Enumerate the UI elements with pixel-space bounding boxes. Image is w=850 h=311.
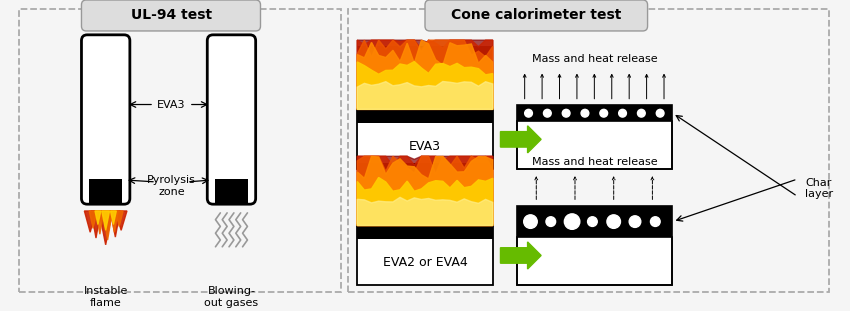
Polygon shape: [95, 211, 101, 225]
Bar: [517, 105, 672, 121]
Circle shape: [607, 215, 620, 228]
FancyBboxPatch shape: [82, 35, 130, 204]
Bar: [517, 206, 672, 285]
Text: Char
layer: Char layer: [805, 178, 833, 199]
Circle shape: [619, 109, 626, 117]
Circle shape: [629, 216, 641, 227]
Text: Blowing-
out gases: Blowing- out gases: [204, 286, 258, 308]
Circle shape: [581, 109, 589, 117]
Polygon shape: [357, 156, 493, 225]
Text: Mass and heat release: Mass and heat release: [531, 157, 657, 167]
Bar: [517, 105, 672, 169]
Circle shape: [650, 217, 660, 226]
Polygon shape: [102, 211, 110, 230]
Polygon shape: [99, 211, 112, 245]
Bar: [517, 121, 672, 169]
Polygon shape: [357, 40, 493, 109]
Polygon shape: [357, 81, 493, 109]
Bar: [357, 163, 493, 225]
Bar: [357, 225, 493, 285]
Text: UL-94 test: UL-94 test: [131, 8, 212, 22]
Circle shape: [546, 217, 556, 226]
Bar: [357, 225, 493, 239]
Text: Cone calorimeter test: Cone calorimeter test: [451, 8, 621, 22]
Polygon shape: [357, 62, 493, 109]
Polygon shape: [357, 40, 493, 109]
Circle shape: [600, 109, 608, 117]
Text: Mass and heat release: Mass and heat release: [531, 54, 657, 64]
FancyBboxPatch shape: [425, 0, 648, 31]
Polygon shape: [110, 211, 120, 237]
Polygon shape: [357, 40, 493, 109]
Circle shape: [564, 214, 580, 229]
FancyBboxPatch shape: [82, 0, 260, 31]
Polygon shape: [103, 211, 112, 240]
Circle shape: [587, 217, 598, 226]
Polygon shape: [357, 156, 493, 225]
Polygon shape: [91, 211, 101, 238]
Bar: [357, 46, 493, 109]
Polygon shape: [84, 211, 96, 232]
Polygon shape: [116, 211, 123, 226]
Circle shape: [656, 109, 664, 117]
Circle shape: [543, 109, 551, 117]
Polygon shape: [357, 40, 493, 109]
Polygon shape: [116, 211, 127, 230]
Text: Pyrolysis
zone: Pyrolysis zone: [147, 175, 196, 197]
Bar: [517, 206, 672, 237]
FancyBboxPatch shape: [207, 35, 256, 204]
Text: Instable
flame: Instable flame: [83, 286, 127, 308]
Polygon shape: [501, 242, 541, 269]
Polygon shape: [89, 211, 97, 228]
Polygon shape: [357, 156, 493, 225]
Circle shape: [562, 109, 570, 117]
Bar: [215, 179, 248, 203]
Circle shape: [638, 109, 645, 117]
Bar: [89, 179, 122, 203]
Bar: [357, 109, 493, 123]
Polygon shape: [357, 178, 493, 225]
Bar: [517, 237, 672, 285]
Polygon shape: [110, 211, 116, 225]
Polygon shape: [110, 211, 118, 232]
Circle shape: [524, 215, 537, 228]
Circle shape: [524, 109, 532, 117]
Polygon shape: [501, 126, 541, 153]
Polygon shape: [96, 211, 104, 234]
Text: EVA2 or EVA4: EVA2 or EVA4: [382, 256, 468, 269]
Polygon shape: [357, 197, 493, 225]
Text: EVA3: EVA3: [409, 140, 441, 153]
Text: EVA3: EVA3: [157, 100, 185, 109]
Bar: [357, 109, 493, 169]
Polygon shape: [357, 156, 493, 225]
